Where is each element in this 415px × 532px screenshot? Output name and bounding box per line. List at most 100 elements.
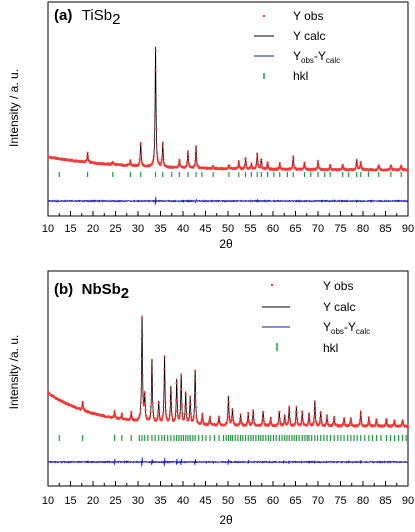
observed-point (247, 411, 250, 414)
observed-point (187, 418, 190, 421)
panel-b-legend-hkl: hkl (276, 341, 338, 355)
observed-point (168, 414, 171, 417)
observed-point (239, 417, 243, 420)
observed-point (313, 409, 316, 412)
observed-point (269, 416, 272, 419)
observed-point (283, 414, 286, 418)
observed-point (160, 158, 163, 162)
x-tick-label: 35 (154, 495, 166, 507)
x-tick-label: 75 (334, 495, 346, 507)
observed-point (200, 418, 203, 421)
observed-point (192, 417, 195, 420)
observed-point (176, 409, 179, 412)
observed-point (164, 413, 168, 416)
observed-point (179, 412, 182, 415)
observed-point (247, 413, 250, 417)
observed-point (140, 152, 143, 156)
observed-point (239, 413, 242, 416)
observed-point (176, 414, 180, 417)
observed-point (295, 411, 298, 414)
x-tick-label: 80 (357, 223, 369, 235)
observed-point (200, 414, 204, 417)
x-tick-label: 65 (289, 495, 301, 507)
observed-point (169, 399, 172, 402)
observed-point (152, 410, 155, 413)
x-tick-label: 45 (199, 495, 211, 507)
observed-point (252, 418, 256, 421)
observed-point (325, 414, 329, 417)
observed-point (189, 403, 192, 406)
panel-b-legend-calc: Y calc (262, 300, 355, 314)
observed-point (193, 409, 196, 412)
panel-b-compound-subscript: 2 (121, 285, 129, 302)
observed-point (152, 158, 155, 161)
panel-b-legend-obs: Y obs (271, 279, 353, 293)
x-tick-label: 55 (244, 223, 256, 235)
observed-point (317, 163, 320, 166)
observed-point (153, 115, 157, 118)
observed-point (278, 417, 281, 421)
observed-point (228, 416, 231, 419)
observed-point (368, 420, 371, 424)
observed-point (251, 165, 254, 168)
observed-point (256, 160, 259, 163)
observed-point (343, 417, 346, 420)
legend-diff-y: Y (293, 49, 301, 63)
observed-point (140, 317, 144, 320)
observed-point (292, 163, 295, 166)
observed-point (348, 424, 351, 427)
observed-point (208, 415, 212, 418)
observed-point (181, 412, 184, 415)
x-tick-label: 90 (402, 223, 414, 235)
observed-point (174, 410, 177, 413)
observed-point (194, 391, 197, 394)
panel-b-x-ticks: 10 15 20 25 30 35 40 45 50 55 60 65 70 75 80 85 90 (42, 481, 414, 507)
observed-point (367, 416, 370, 419)
observed-point (154, 94, 158, 97)
observed-point (301, 412, 304, 416)
observed-point (294, 421, 297, 424)
observed-point (313, 400, 316, 403)
observed-point (314, 405, 317, 408)
observed-point (276, 422, 280, 426)
observed-point (164, 401, 167, 404)
observed-point (288, 417, 292, 420)
x-tick-label: 45 (199, 223, 211, 235)
observed-point (143, 391, 146, 394)
observed-point (130, 410, 133, 413)
observed-point (255, 158, 258, 161)
observed-point (295, 405, 298, 408)
x-tick-label: 15 (64, 223, 76, 235)
legend-diff-label: Yobs-Ycalc (323, 320, 370, 336)
observed-point (245, 164, 248, 167)
x-tick-label: 85 (379, 495, 391, 507)
observed-point (292, 157, 295, 160)
observed-point (178, 417, 181, 420)
observed-point (279, 164, 282, 167)
observed-point (185, 412, 188, 416)
observed-point (141, 334, 144, 337)
x-tick-label: 65 (289, 223, 301, 235)
x-tick-label: 40 (177, 223, 189, 235)
observed-point (140, 159, 143, 162)
observed-point (168, 410, 172, 413)
observed-point (192, 415, 195, 418)
observed-point (260, 422, 263, 425)
observed-point (277, 420, 280, 424)
observed-point (368, 419, 371, 422)
panel-a-letter: (a) (54, 7, 72, 24)
x-tick-label: 20 (87, 223, 99, 235)
observed-point (163, 368, 166, 371)
observed-point (139, 142, 142, 145)
observed-point (170, 405, 173, 408)
observed-point (278, 410, 281, 413)
observed-point (86, 151, 89, 154)
observed-point (254, 164, 258, 167)
observed-point (186, 153, 189, 156)
observed-point (195, 416, 198, 419)
observed-point (155, 144, 158, 147)
observed-point (218, 417, 221, 420)
observed-point (350, 421, 353, 424)
observed-point (186, 150, 190, 153)
